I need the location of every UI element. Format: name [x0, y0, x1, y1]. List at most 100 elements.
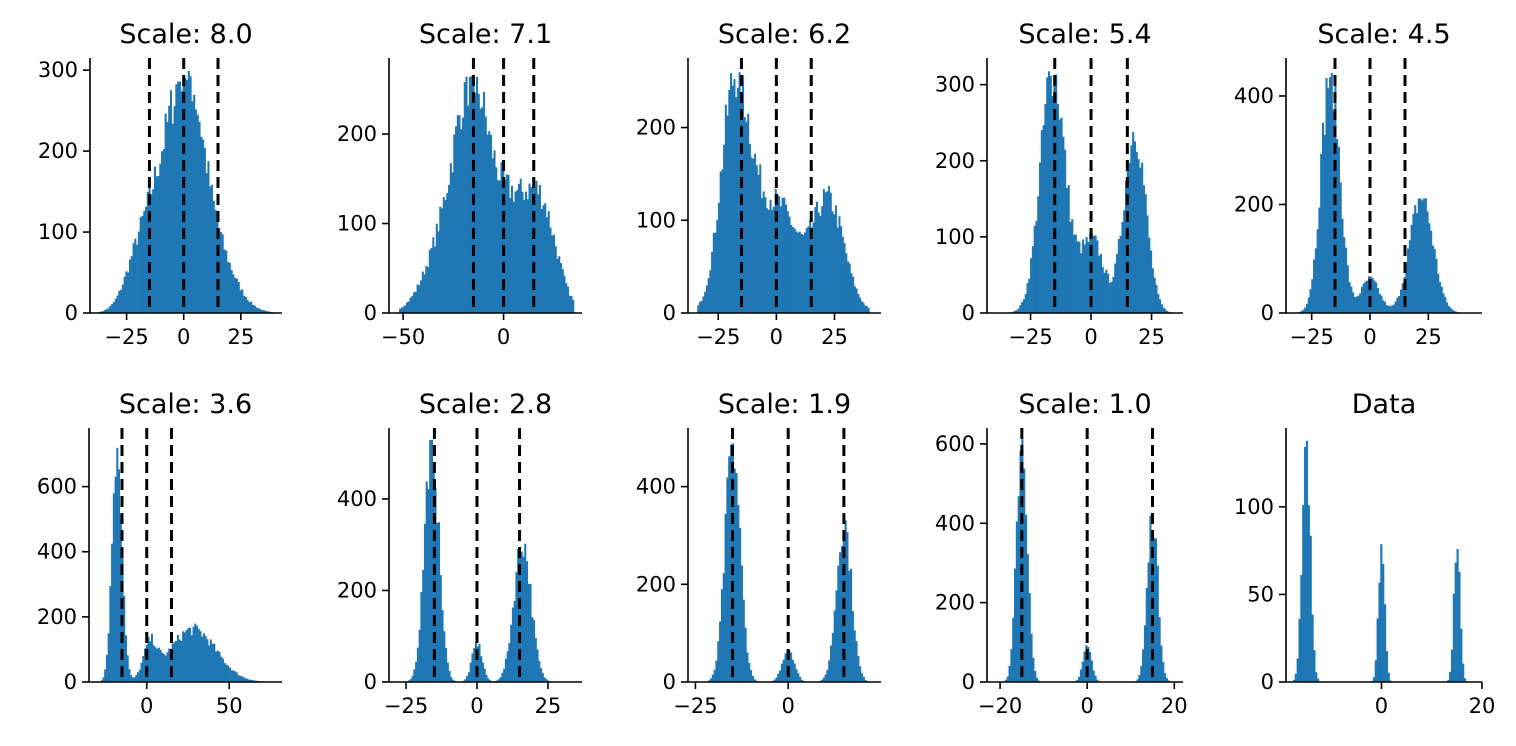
hist-bar	[225, 664, 228, 682]
hist-bar	[523, 199, 526, 313]
hist-bar	[1076, 241, 1079, 313]
hist-bar	[107, 308, 110, 313]
hist-bar	[177, 81, 180, 313]
hist-bar	[855, 288, 858, 313]
hist-bar	[402, 306, 405, 313]
hist-bar	[1412, 213, 1415, 313]
hist-bar	[1069, 222, 1072, 313]
hist-bar	[1089, 652, 1092, 682]
hist-bar	[175, 640, 178, 682]
hist-bar	[1387, 305, 1390, 313]
hist-bar	[536, 649, 539, 682]
hist-bar	[1017, 496, 1020, 682]
hist-bar	[127, 272, 130, 313]
hist-bar	[144, 206, 148, 313]
hist-bar	[1130, 145, 1133, 313]
hist-bar	[831, 211, 834, 313]
subplot-7: −25 0 25 0 200 400 Scale: 2.8	[337, 389, 582, 718]
hist-bar	[853, 630, 856, 682]
hist-bar	[505, 174, 508, 313]
hist-bar	[862, 676, 865, 682]
x-tick-label: 20	[1161, 694, 1188, 718]
hist-bar	[480, 656, 483, 682]
hist-bar	[702, 296, 705, 313]
hist-bar	[187, 70, 190, 314]
hist-bar	[540, 668, 543, 682]
hist-bar	[102, 311, 105, 313]
hist-bar	[200, 136, 203, 313]
hist-bar	[1449, 671, 1452, 682]
subplot-title: Data	[1352, 389, 1416, 420]
hist-bar	[497, 679, 500, 682]
hist-bar	[420, 592, 423, 682]
hist-bar	[255, 307, 258, 313]
hist-bar	[795, 231, 798, 313]
hist-bar	[1142, 649, 1145, 682]
hist-bar	[1040, 130, 1043, 313]
hist-bar	[155, 176, 158, 313]
hist-bar	[1138, 675, 1141, 682]
hist-bar	[709, 678, 713, 682]
hist-bar	[489, 680, 492, 682]
hist-bar	[541, 673, 544, 682]
hist-bar	[747, 113, 750, 313]
hist-bar	[470, 76, 473, 313]
hist-bar	[486, 134, 489, 313]
hist-bar	[1353, 296, 1356, 313]
subplot-5: −25 0 25 0 200 400 Scale: 4.5	[1234, 19, 1482, 349]
hist-bar	[750, 157, 753, 313]
hist-bar	[712, 232, 715, 313]
hist-bar	[1021, 302, 1024, 313]
hist-bar	[533, 619, 536, 682]
hist-bar	[1031, 246, 1034, 313]
hist-bar	[1141, 162, 1144, 313]
hist-bar	[450, 677, 453, 682]
hist-bar	[1453, 310, 1456, 313]
hist-bar	[490, 134, 493, 313]
x-tick-label: 0	[1084, 325, 1097, 349]
hist-bar	[1446, 302, 1449, 313]
hist-bar	[463, 82, 466, 313]
hist-bar	[1044, 103, 1047, 313]
hist-bar	[1408, 240, 1411, 313]
hist-bar	[1058, 119, 1061, 313]
hist-bar	[1085, 237, 1088, 313]
hist-bar	[191, 101, 194, 314]
hist-bar	[448, 671, 451, 682]
hist-bar	[239, 675, 242, 682]
hist-bar	[1348, 282, 1351, 313]
hist-bar	[418, 629, 421, 682]
hist-bar	[545, 679, 548, 682]
x-tick-label: −25	[673, 694, 717, 718]
hist-bar	[753, 679, 756, 682]
hist-bar	[1117, 239, 1120, 313]
hist-bar	[737, 504, 740, 682]
hist-bar	[1378, 582, 1381, 682]
hist-bar	[496, 180, 500, 313]
histogram-bars	[1295, 73, 1465, 314]
hist-bar	[1371, 277, 1374, 313]
hist-bar	[1337, 146, 1340, 313]
hist-bar	[807, 226, 810, 313]
x-tick-label: 25	[1415, 325, 1442, 349]
subplot-1: −25 0 25 0 100 200 300 Scale: 8.0	[38, 19, 282, 349]
hist-bar	[476, 646, 479, 682]
hist-bar	[1103, 272, 1106, 313]
hist-bar	[1391, 305, 1394, 313]
hist-bar	[239, 290, 242, 313]
y-tick-label: 0	[962, 301, 975, 325]
hist-bar	[824, 674, 827, 682]
subplot-title: Scale: 6.2	[718, 19, 851, 50]
hist-bar	[828, 185, 831, 313]
hist-bar	[1316, 229, 1319, 313]
hist-bar	[399, 308, 402, 313]
hist-bar	[1410, 224, 1413, 313]
hist-bar	[738, 72, 741, 313]
hist-bar	[1433, 248, 1436, 313]
hist-bar	[779, 206, 782, 313]
hist-bar	[707, 278, 710, 313]
hist-bar	[1449, 307, 1452, 313]
hist-bar	[194, 109, 197, 313]
hist-bar	[253, 680, 256, 682]
subplot-6: 0 50 0 200 400 600 Scale: 3.6	[37, 389, 282, 718]
